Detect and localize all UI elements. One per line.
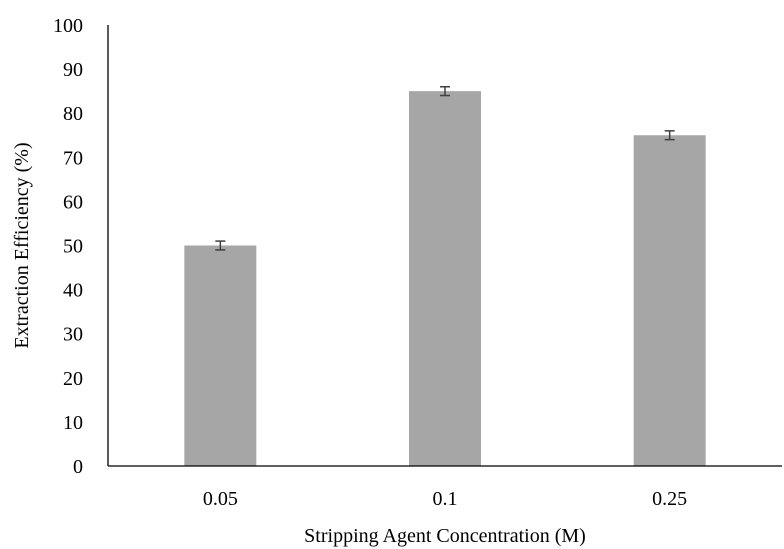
- x-axis-title: Stripping Agent Concentration (M): [304, 525, 586, 547]
- error-bar-0.25: [664, 130, 675, 141]
- y-tick-label: 90: [63, 59, 83, 81]
- y-tick-label: 60: [63, 191, 83, 213]
- x-tick-label: 0.05: [203, 488, 238, 510]
- y-tick-label: 30: [63, 324, 83, 346]
- y-tick-label: 10: [63, 412, 83, 434]
- x-tick-label: 0.25: [652, 488, 687, 510]
- y-tick-label: 100: [53, 15, 83, 37]
- y-tick-label: 40: [63, 280, 83, 302]
- bar-0.05: [184, 245, 257, 466]
- x-tick-label: 0.1: [433, 488, 458, 510]
- bar-0.1: [409, 91, 481, 467]
- x-axis-ticks: 0.05 0.1 0.25: [203, 488, 687, 510]
- error-bar-0.1: [440, 85, 450, 97]
- y-tick-label: 70: [63, 147, 83, 169]
- y-axis-ticks: 0 10 20 30 40 50 60 70 80 90 100: [53, 15, 83, 478]
- error-bar-0.05: [215, 240, 226, 251]
- y-tick-label: 80: [63, 103, 83, 125]
- bar-0.25: [633, 135, 706, 466]
- y-tick-label: 20: [63, 368, 83, 390]
- y-tick-label: 0: [73, 456, 83, 478]
- error-bars-group: [215, 85, 675, 251]
- y-tick-label: 50: [63, 236, 83, 258]
- bars-group: [184, 91, 706, 467]
- y-axis-title: Extraction Efficiency (%): [11, 142, 33, 348]
